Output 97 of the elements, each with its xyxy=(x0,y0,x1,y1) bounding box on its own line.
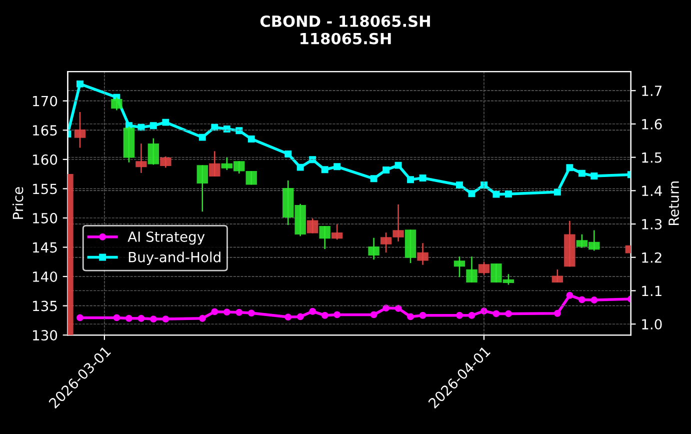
point xyxy=(321,312,328,319)
y2-tick-label: 1.6 xyxy=(642,118,662,130)
point xyxy=(480,182,488,188)
point xyxy=(138,124,145,131)
chart-title: CBOND - 118065.SH xyxy=(260,15,430,28)
chart-subtitle: 118065.SH xyxy=(300,32,391,44)
point xyxy=(296,313,304,320)
point xyxy=(382,304,390,312)
point xyxy=(248,310,255,317)
point xyxy=(504,190,512,198)
point xyxy=(480,308,488,315)
y2-tick-label: 1.4 xyxy=(642,186,662,196)
point xyxy=(223,308,230,316)
point xyxy=(504,310,512,318)
y-tick-label: 170 xyxy=(33,96,58,106)
point xyxy=(236,308,243,316)
point xyxy=(578,296,586,304)
y-tick-label: 130 xyxy=(33,330,58,341)
point xyxy=(76,314,84,322)
candlestick xyxy=(136,144,147,173)
y-tick-label: 165 xyxy=(33,125,57,136)
candlestick xyxy=(74,112,86,148)
y2-tick-label: 1.7 xyxy=(642,86,662,96)
point xyxy=(150,316,157,323)
point xyxy=(162,118,170,126)
candlestick xyxy=(160,156,172,168)
y2-tick-label: 1.5 xyxy=(642,152,662,163)
candlestick xyxy=(417,243,428,265)
point xyxy=(162,316,170,323)
candlestick xyxy=(209,151,220,177)
point xyxy=(198,134,206,141)
y-tick-label: 150 xyxy=(33,212,58,224)
y-tick-label: 155 xyxy=(33,184,57,194)
y-axis-title: Price xyxy=(12,187,24,219)
candlestick xyxy=(368,238,380,260)
y2-tick-label: 1.0 xyxy=(642,319,662,330)
point xyxy=(125,314,132,322)
point xyxy=(419,174,426,182)
point xyxy=(211,308,218,316)
point xyxy=(554,188,561,196)
y-tick-label: 135 xyxy=(33,300,57,312)
candlestick xyxy=(148,138,160,165)
candlestick xyxy=(319,226,330,250)
point xyxy=(554,310,561,317)
candlestick xyxy=(246,171,257,185)
point xyxy=(566,292,574,299)
candlestick xyxy=(306,218,318,234)
legend-label: Buy-and-Hold xyxy=(128,252,220,266)
point xyxy=(309,156,316,164)
candlestick xyxy=(196,165,208,212)
point xyxy=(334,311,341,318)
y2-tick-label: 1.3 xyxy=(642,218,662,230)
point xyxy=(394,304,402,312)
point xyxy=(456,182,463,188)
point xyxy=(284,150,292,158)
point xyxy=(419,312,426,319)
point xyxy=(76,80,84,88)
y2-tick-label: 1.1 xyxy=(642,286,662,296)
point xyxy=(370,311,378,318)
y-tick-label: 140 xyxy=(33,271,58,282)
legend-label: AI Strategy xyxy=(128,231,205,245)
point xyxy=(456,312,463,319)
point xyxy=(407,313,414,320)
point xyxy=(578,170,586,177)
y2-axis-title: Return xyxy=(668,181,679,226)
candlestick xyxy=(552,269,564,282)
point xyxy=(150,122,157,130)
point xyxy=(370,175,378,182)
y2-tick-label: 1.2 xyxy=(642,252,662,263)
point xyxy=(468,312,476,319)
candlestick xyxy=(478,262,490,275)
y-tick-label: 160 xyxy=(33,154,58,165)
candlestick xyxy=(466,256,478,282)
point xyxy=(407,176,414,184)
y-tick-label: 145 xyxy=(33,242,57,253)
point xyxy=(284,314,292,321)
point xyxy=(590,172,598,180)
point xyxy=(296,164,304,171)
point xyxy=(492,190,500,198)
point xyxy=(468,190,476,198)
point xyxy=(492,310,500,318)
point xyxy=(566,164,574,172)
point xyxy=(248,135,255,142)
point xyxy=(394,162,402,169)
point xyxy=(236,127,243,134)
point xyxy=(334,163,341,170)
point xyxy=(223,125,230,132)
point xyxy=(309,308,316,315)
point xyxy=(321,166,328,174)
point xyxy=(382,166,390,174)
point xyxy=(590,296,598,304)
point xyxy=(211,124,218,131)
candlestick xyxy=(454,256,466,278)
point xyxy=(198,314,206,322)
candlestick xyxy=(331,224,343,240)
point xyxy=(113,314,120,322)
point xyxy=(138,314,145,322)
